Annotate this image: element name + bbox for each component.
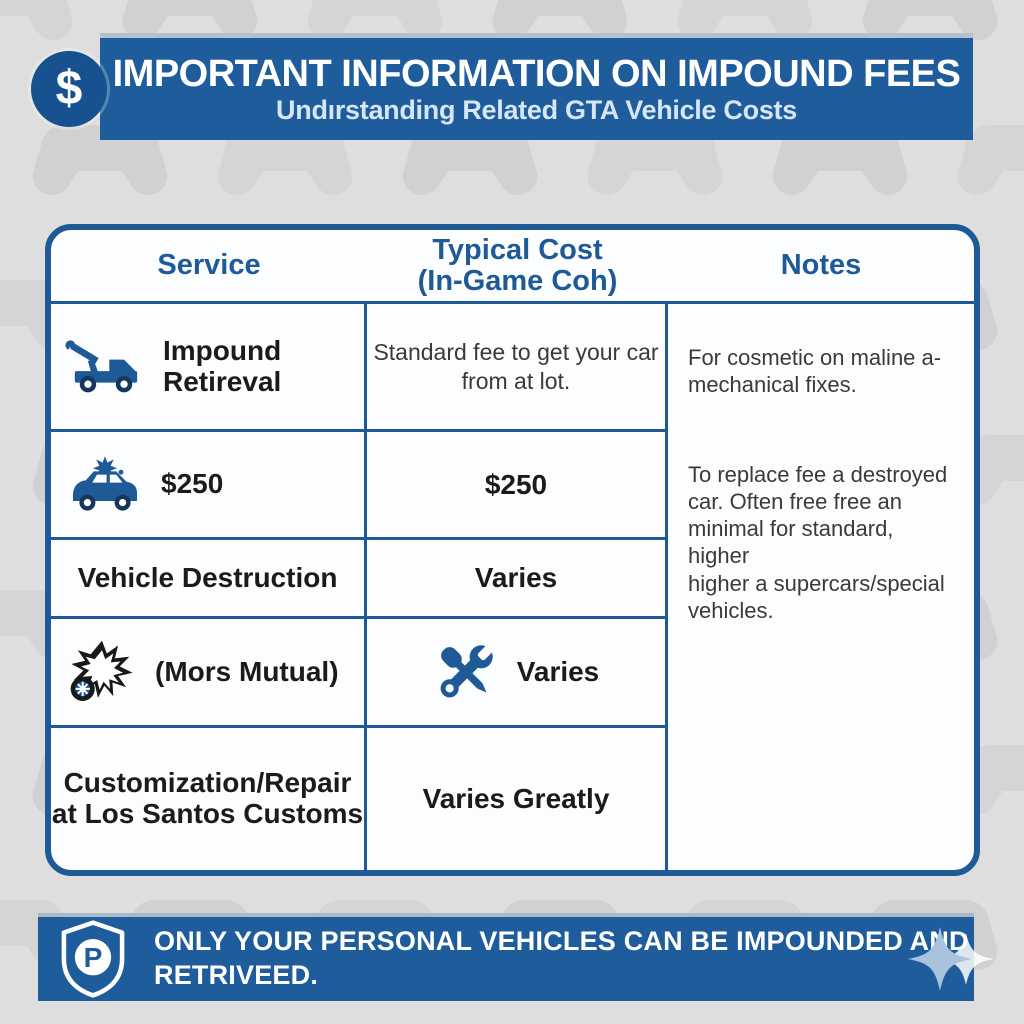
service-label: Impound Retireval [163, 334, 282, 397]
police-car-icon [73, 455, 137, 511]
footer-banner: P ONLY YOUR PERSONAL VEHICLES CAN BE IMP… [38, 913, 994, 1001]
parking-shield-icon: P [61, 920, 125, 998]
explosion-icon [70, 640, 133, 701]
tow-truck-icon [65, 339, 138, 392]
shield-letter: P [84, 941, 103, 973]
dollar-sign-icon: $ [31, 51, 107, 127]
page-subtitle: Undırstanding Related GTA Vehicle Costs [276, 94, 797, 125]
cost-250: $250 [367, 432, 668, 540]
notes-column: For cosmetic on maline a- mechanical fix… [668, 304, 974, 870]
cost-vehicle-destruction: Varies [367, 540, 668, 619]
table-row-service-250: $250 [51, 432, 367, 540]
service-label: (Mors Mutual) [155, 655, 339, 687]
footer-note-text: ONLY YOUR PERSONAL VEHICLES CAN BE IMPOU… [154, 926, 969, 990]
cost-customization-repair: Varies Greatly [367, 728, 668, 870]
dollar-symbol: $ [55, 62, 83, 115]
column-header-service: Service [51, 230, 367, 304]
cost-mors-mutual: Varies [367, 619, 668, 728]
column-header-typical-cost: Typical Cost (In-Game Coh) [367, 230, 668, 304]
cost-impound-retrieval: Standard fee to get your car from at lot… [367, 304, 668, 432]
column-header-notes: Notes [668, 230, 974, 304]
page-title: IMPORTANT INFORMATION ON IMPOUND FEES [112, 52, 961, 95]
table-row-service-customization-repair: Customization/Repair at Los Santos Custo… [51, 728, 367, 870]
note-replace-destroyed-car: To replace fee a destroyed car. Often fr… [688, 461, 948, 623]
tools-icon [440, 644, 494, 698]
table-row-service-vehicle-destruction: Vehicle Destruction [51, 540, 367, 619]
cost-label: Varies [516, 656, 600, 687]
diamond-sparkle-icon [908, 927, 994, 991]
table-row-service-mors-mutual: (Mors Mutual) [51, 619, 367, 728]
service-label: $250 [161, 468, 224, 500]
table-row-service-impound-retrieval: Impound Retireval [51, 304, 367, 432]
header-banner: IMPORTANT INFORMATION ON IMPOUND FEES Un… [100, 33, 973, 140]
fees-table: Service Typical Cost (In-Game Coh) Notes… [45, 224, 980, 876]
note-cosmetic-fixes: For cosmetic on maline a- mechanical fix… [688, 345, 942, 398]
